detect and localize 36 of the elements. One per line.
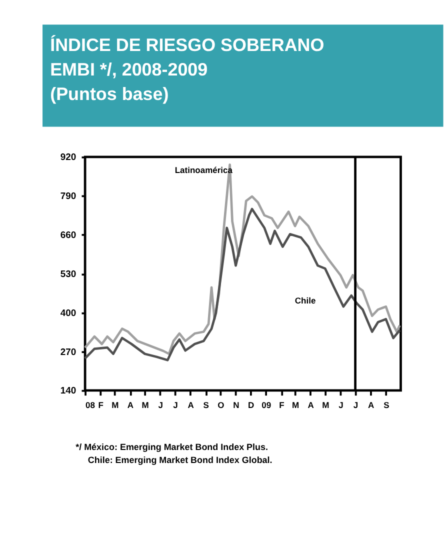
x-tick-label: J [338,400,344,410]
chart-subtitle: (Puntos base) [50,84,169,104]
y-tick-label: 530 [60,268,76,280]
x-tick-label: O [218,400,225,410]
x-tick-label: M [112,400,119,410]
x-tick-label: A [127,400,134,410]
x-tick-label: A [308,400,314,410]
line-series [84,208,401,362]
line-series [84,164,401,356]
text: Chile [294,295,316,306]
x-tick-label: S [384,400,390,410]
x-tick-label: F [279,400,284,410]
x-tick-label: A [188,400,194,410]
x-tick-label: M [142,400,149,410]
x-tick-label: J [353,400,358,410]
y-tick-label: 660 [60,230,76,242]
text: Chile: Emerging Market Bond Index Global. [88,455,272,466]
x-tick-label: M [292,400,300,410]
y-tick-label: 920 [60,152,76,164]
series-label: Latinoamérica [174,165,233,176]
x-tick-label: J [173,400,178,410]
x-tick-label: S [203,400,210,410]
x-tick-label: 08 [86,400,96,410]
x-tick-label: 09 [262,400,272,410]
chart-title: ÍNDICE DE RIESGO SOBERANO EMBI */, 2008-2009 [50,35,324,80]
x-tick-label: F [98,400,104,410]
y-tick-label: 140 [60,386,76,397]
x-tick-label: D [248,400,254,410]
text: */ México: Emerging Market Bond Index Plus. [76,442,268,452]
x-tick-label: J [158,400,164,410]
y-tick-label: 400 [60,308,76,319]
y-tick-label: 790 [60,191,76,202]
x-tick-label: N [233,400,240,410]
x-tick-label: A [368,400,374,410]
x-tick-label: M [322,400,330,410]
y-tick-label: 270 [60,346,76,358]
